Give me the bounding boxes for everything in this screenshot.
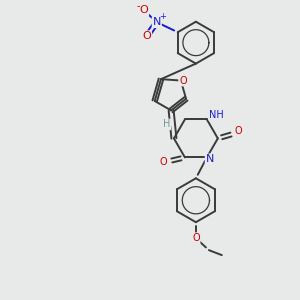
Text: O: O [159,158,167,167]
Text: -: - [136,1,140,11]
Text: N: N [206,154,214,164]
Text: O: O [192,233,200,243]
Text: H: H [163,119,170,129]
Text: O: O [140,5,148,15]
Text: NH: NH [209,110,224,120]
Text: +: + [159,12,166,21]
Text: N: N [153,17,161,27]
Text: O: O [235,126,243,136]
Text: O: O [179,76,187,85]
Text: O: O [142,31,151,41]
